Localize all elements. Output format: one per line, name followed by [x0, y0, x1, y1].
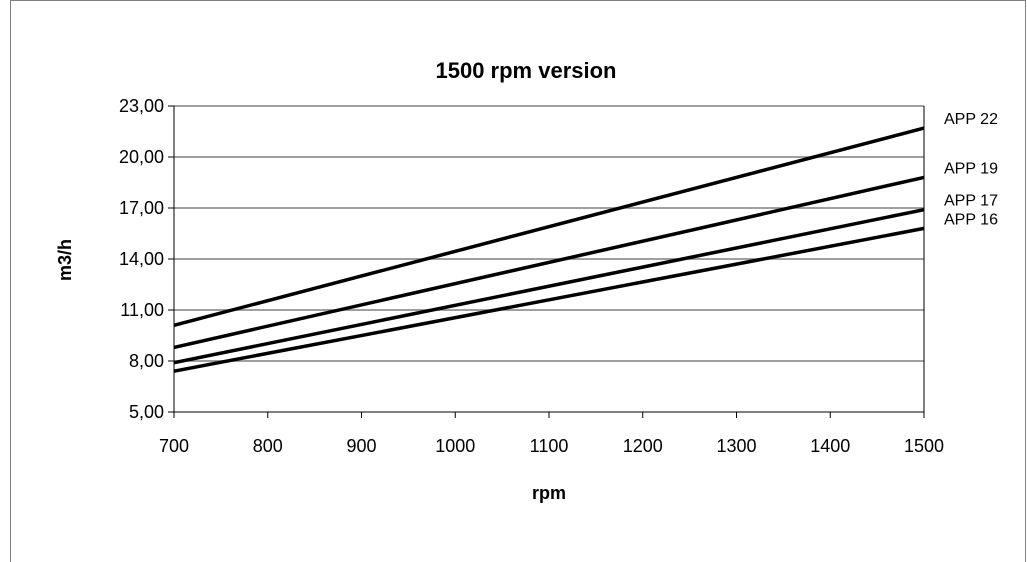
x-tick-label: 700: [159, 436, 189, 456]
x-tick-label: 1200: [623, 436, 663, 456]
y-tick-label: 20,00: [119, 147, 164, 167]
series-line: [173, 226, 925, 373]
series-line: [173, 207, 925, 365]
chart-title: 1500 rpm version: [436, 58, 617, 83]
x-tick-label: 1500: [904, 436, 944, 456]
series-line: [173, 126, 925, 327]
x-tick-label: 1300: [716, 436, 756, 456]
chart-frame: [10, 0, 1026, 562]
grid-lines: [174, 105, 924, 362]
series-end-label: APP 17: [944, 193, 998, 210]
series-end-label: APP 22: [944, 111, 998, 128]
x-tick-label: 1000: [435, 436, 475, 456]
series-end-label: APP 16: [944, 211, 998, 228]
series-end-label: APP 19: [944, 160, 998, 177]
x-tick-label: 900: [346, 436, 376, 456]
series-lines: [173, 126, 925, 373]
series-line: [173, 175, 925, 350]
y-tick-label: 23,00: [119, 96, 164, 116]
y-tick-label: 11,00: [120, 300, 164, 320]
tick-labels: 5,00 8,00 11,00 14,00 17,00 20,00 23,00 700 800 9…: [119, 96, 944, 456]
y-tick-label: 8,00: [129, 351, 164, 371]
y-tick-label: 5,00: [129, 402, 164, 422]
x-tick-label: 1400: [810, 436, 850, 456]
y-tick-label: 14,00: [119, 249, 164, 269]
x-tick-label: 800: [253, 436, 283, 456]
y-tick-label: 17,00: [119, 198, 164, 218]
x-axis-label: rpm: [532, 483, 566, 503]
axes: [168, 105, 925, 418]
y-axis-label: m3/h: [55, 239, 75, 281]
x-tick-label: 1100: [530, 436, 569, 456]
